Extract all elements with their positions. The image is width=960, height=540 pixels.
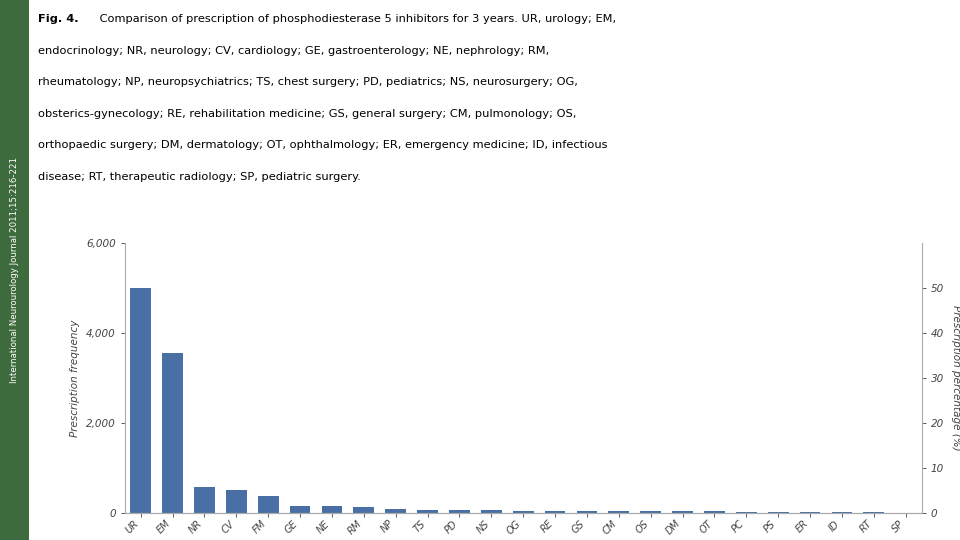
- Bar: [672, 511, 693, 513]
- Bar: [609, 511, 629, 513]
- Bar: [131, 288, 151, 513]
- Text: obsterics-gynecology; RE, rehabilitation medicine; GS, general surgery; CM, pulm: obsterics-gynecology; RE, rehabilitation…: [38, 109, 577, 119]
- Y-axis label: Prescription percentage (%): Prescription percentage (%): [950, 305, 960, 451]
- Bar: [768, 512, 788, 513]
- Bar: [577, 511, 597, 513]
- Bar: [513, 511, 534, 513]
- Bar: [704, 511, 725, 513]
- Text: Comparison of prescription of phosphodiesterase 5 inhibitors for 3 years. UR, ur: Comparison of prescription of phosphodie…: [96, 14, 616, 24]
- Bar: [800, 512, 821, 513]
- Bar: [226, 490, 247, 513]
- Bar: [449, 510, 469, 513]
- Bar: [831, 512, 852, 513]
- Bar: [258, 496, 278, 513]
- Bar: [418, 510, 438, 513]
- Y-axis label: Prescription frequency: Prescription frequency: [70, 319, 81, 437]
- Bar: [863, 512, 884, 513]
- Bar: [353, 508, 374, 513]
- Bar: [194, 487, 215, 513]
- Text: Fig. 4.: Fig. 4.: [38, 14, 79, 24]
- Bar: [290, 506, 310, 513]
- Bar: [385, 509, 406, 513]
- Text: rheumatology; NP, neuropsychiatrics; TS, chest surgery; PD, pediatrics; NS, neur: rheumatology; NP, neuropsychiatrics; TS,…: [38, 77, 578, 87]
- Text: International Neurourology Journal 2011;15:216-221: International Neurourology Journal 2011;…: [10, 157, 19, 383]
- Bar: [322, 507, 343, 513]
- Bar: [640, 511, 661, 513]
- Text: endocrinology; NR, neurology; CV, cardiology; GE, gastroenterology; NE, nephrolo: endocrinology; NR, neurology; CV, cardio…: [38, 45, 550, 56]
- Bar: [544, 511, 565, 513]
- Text: orthopaedic surgery; DM, dermatology; OT, ophthalmology; ER, emergency medicine;: orthopaedic surgery; DM, dermatology; OT…: [38, 140, 608, 150]
- Text: disease; RT, therapeutic radiology; SP, pediatric surgery.: disease; RT, therapeutic radiology; SP, …: [38, 172, 361, 182]
- Bar: [481, 510, 502, 513]
- Bar: [162, 353, 183, 513]
- Bar: [736, 511, 756, 513]
